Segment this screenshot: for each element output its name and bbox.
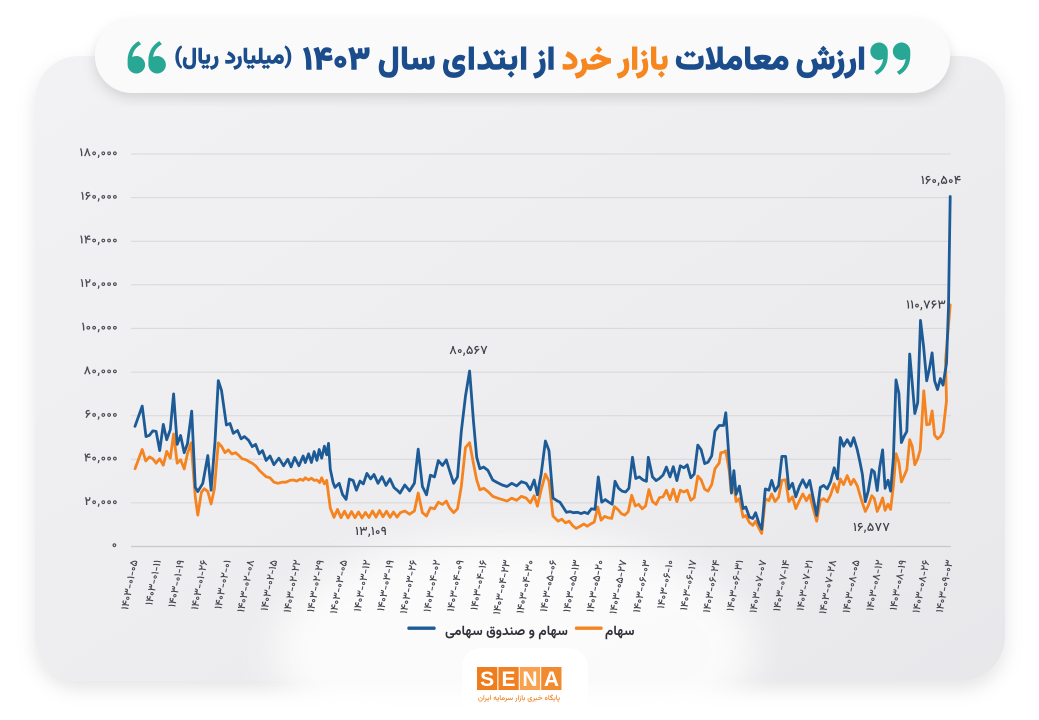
svg-text:S: S (480, 668, 494, 691)
svg-text:N: N (522, 668, 537, 691)
svg-text:A: A (544, 668, 559, 691)
svg-text:E: E (501, 668, 515, 691)
